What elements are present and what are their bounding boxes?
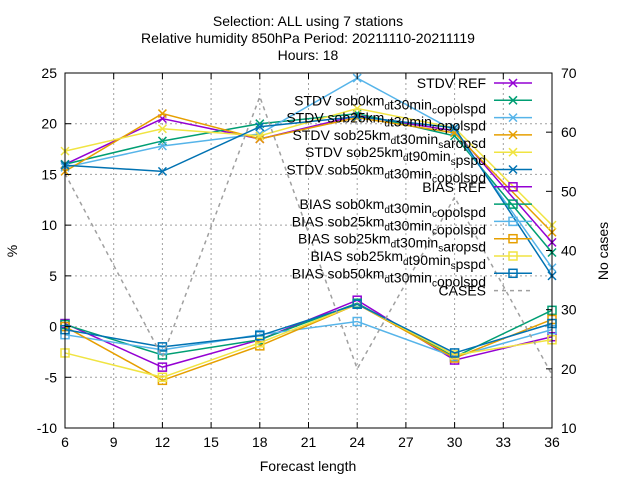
legend-label: BIAS sob25kmdt90minspspd	[310, 248, 486, 272]
legend-label: BIAS REF	[422, 179, 486, 195]
title-line: Selection: ALL using 7 stations	[213, 13, 403, 29]
y2-tick-label: 10	[561, 420, 577, 436]
x-tick-label: 24	[349, 434, 365, 450]
y-tick-label: 5	[49, 268, 57, 284]
y2-axis-label: No cases	[595, 222, 611, 280]
legend-label: STDV REF	[417, 75, 486, 91]
title-line: Relative humidity 850hPa Period: 2021111…	[141, 30, 475, 46]
series-line	[64, 302, 553, 358]
legend-label: BIAS sob50kmdt30mincopolspd	[292, 265, 486, 289]
data-point	[449, 348, 460, 358]
series-line	[64, 303, 553, 354]
legend-marker	[508, 216, 518, 227]
data-point	[157, 109, 167, 119]
data-point	[255, 338, 265, 348]
legend-marker	[508, 182, 518, 192]
series-line	[64, 112, 553, 233]
y-tick-label: -5	[45, 369, 58, 385]
y2-tick-label: 30	[561, 302, 577, 318]
legend-label: STDV sob25kmdt30minsaropsd	[293, 127, 486, 151]
series-line	[64, 112, 553, 254]
legend-label: STDV sob0kmdt30mincopolspd	[294, 92, 486, 116]
legend-marker	[508, 113, 518, 123]
legend-label: STDV sob25kmdt30mincopolspd	[286, 110, 486, 134]
x-tick-label: 33	[496, 434, 512, 450]
data-point	[157, 141, 167, 151]
legend-label: BIAS sob25kmdt30minsaropsd	[298, 231, 486, 255]
y-tick-label: -10	[37, 420, 57, 436]
legend-marker	[508, 251, 518, 261]
data-point	[352, 316, 362, 327]
axes: 6 9 12 15 18 21 24 27 30 33 36 -10 -5 0 5 10 15 20 25 10 20 3…	[37, 65, 577, 450]
y-tick-label: 20	[41, 116, 57, 132]
data-point	[352, 103, 362, 114]
data-point	[255, 131, 265, 141]
y2-tick-label: 40	[561, 243, 577, 259]
title-line: Hours: 18	[278, 47, 339, 63]
legend-label: CASES	[439, 283, 486, 299]
y2-tick-label: 60	[561, 124, 577, 140]
y2-tick-label: 20	[561, 361, 577, 377]
x-tick-label: 30	[447, 434, 463, 450]
legend-marker	[508, 130, 518, 140]
legend-marker	[508, 199, 518, 209]
y2-tick-label: 50	[561, 183, 577, 199]
data-point	[157, 372, 168, 383]
legend-marker	[508, 164, 518, 175]
x-tick-label: 36	[544, 434, 560, 450]
legend-marker	[508, 268, 518, 279]
x-tick-label: 6	[61, 434, 69, 450]
data-point	[450, 123, 460, 133]
legend-label: BIAS sob25kmdt30mincopolspd	[292, 213, 486, 237]
legend-marker	[508, 78, 518, 88]
data-point	[157, 166, 167, 176]
data-point	[255, 330, 265, 341]
legend-label: STDV sob50kmdt30mincopolspd	[286, 162, 486, 186]
legend-label: BIAS sob0kmdt30mincopolspd	[300, 196, 486, 220]
grid	[65, 73, 552, 428]
x-tick-label: 9	[110, 434, 118, 450]
data-point	[352, 112, 362, 122]
series-line	[64, 303, 553, 379]
data-point	[157, 362, 168, 372]
legend-label: STDV sob25kmdt90minspspd	[305, 144, 486, 168]
x-tick-label: 18	[252, 434, 268, 450]
data-point	[255, 122, 265, 132]
y-tick-label: 10	[41, 217, 57, 233]
x-tick-label: 27	[398, 434, 414, 450]
data-point	[352, 299, 362, 310]
y-tick-label: 25	[41, 65, 57, 81]
y2-tick-label: 70	[561, 65, 577, 81]
series-line	[64, 115, 553, 277]
legend-marker	[508, 95, 518, 105]
x-axis-label: Forecast length	[260, 458, 357, 474]
y-axis-label: %	[4, 245, 20, 257]
x-tick-label: 12	[155, 434, 171, 450]
y-tick-label: 0	[49, 319, 57, 335]
series-line	[64, 303, 553, 382]
data-point	[157, 124, 167, 134]
x-tick-label: 21	[301, 434, 317, 450]
legend-marker	[508, 147, 518, 157]
legend-marker	[508, 233, 518, 244]
y-tick-label: 15	[41, 166, 57, 182]
chart-title: Selection: ALL using 7 stationsRelative …	[141, 13, 475, 63]
x-tick-label: 15	[203, 434, 219, 450]
